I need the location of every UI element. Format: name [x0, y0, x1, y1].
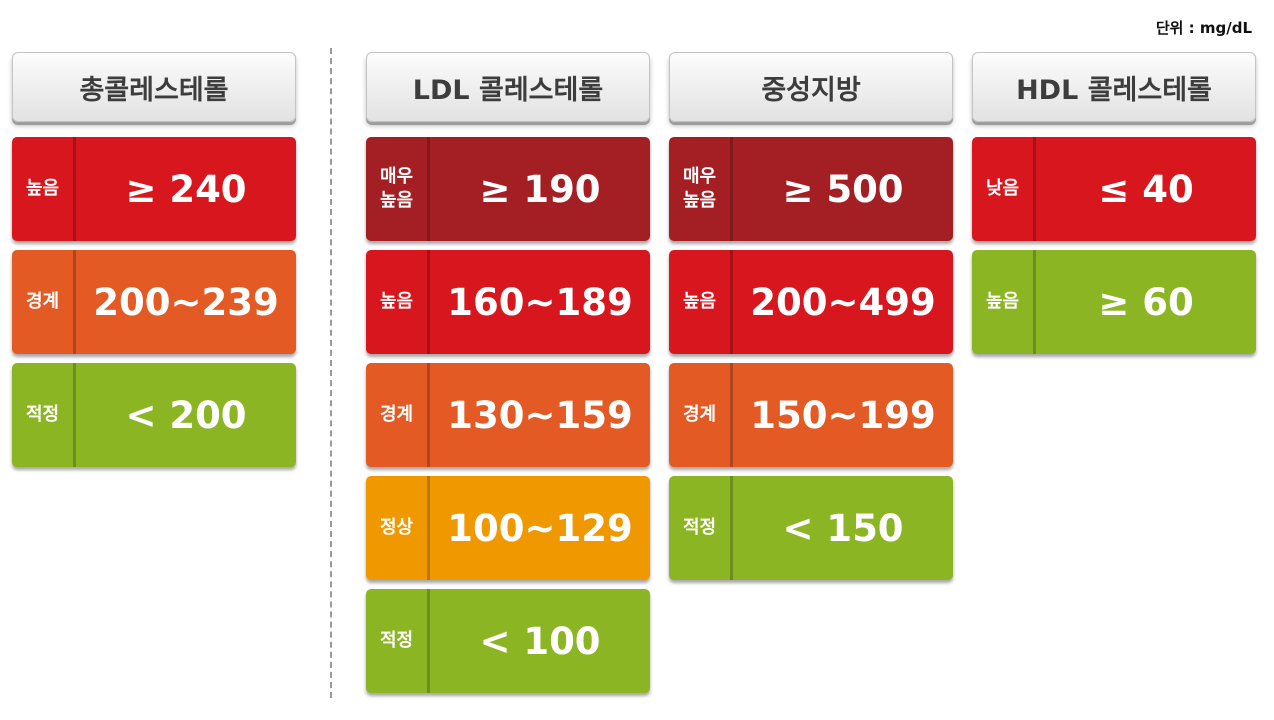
level-row: 높음 160~189 [366, 250, 650, 354]
level-value: < 150 [782, 506, 904, 550]
level-value: 100~129 [447, 506, 633, 550]
level-row: 매우 높음 ≥ 500 [669, 137, 953, 241]
level-label: 적정 [669, 476, 733, 580]
level-row: 적정 < 200 [12, 363, 296, 467]
level-list: 매우 높음 ≥ 500 높음 200~499 경계 150~199 적정 < 150 [669, 137, 953, 580]
level-value: ≥ 60 [1098, 280, 1194, 324]
level-row: 높음 200~499 [669, 250, 953, 354]
level-value: ≥ 500 [782, 167, 904, 211]
level-label: 높음 [12, 137, 76, 241]
level-label: 높음 [972, 250, 1036, 354]
column-header: 총콜레스테롤 [12, 52, 296, 122]
level-list: 매우 높음 ≥ 190 높음 160~189 경계 130~159 정상 100~129 적정 <… [366, 137, 650, 693]
level-list: 높음 ≥ 240 경계 200~239 적정 < 200 [12, 137, 296, 467]
level-row: 매우 높음 ≥ 190 [366, 137, 650, 241]
column-triglycerides: 중성지방 매우 높음 ≥ 500 높음 200~499 경계 150~199 적정 < 150 [669, 52, 953, 589]
column-header: LDL 콜레스테롤 [366, 52, 650, 122]
level-value: < 200 [125, 393, 247, 437]
level-label: 높음 [366, 250, 430, 354]
level-value: ≥ 240 [125, 167, 247, 211]
level-value: ≥ 190 [479, 167, 601, 211]
level-row: 높음 ≥ 240 [12, 137, 296, 241]
level-value: 200~239 [93, 280, 279, 324]
level-label: 낮음 [972, 137, 1036, 241]
column-divider [330, 48, 332, 698]
level-label: 매우 높음 [669, 137, 733, 241]
level-row: 경계 150~199 [669, 363, 953, 467]
level-label: 경계 [366, 363, 430, 467]
level-value: 130~159 [447, 393, 633, 437]
level-label: 경계 [669, 363, 733, 467]
level-row: 적정 < 100 [366, 589, 650, 693]
column-hdl-cholesterol: HDL 콜레스테롤 낮음 ≤ 40 높음 ≥ 60 [972, 52, 1256, 363]
level-label: 정상 [366, 476, 430, 580]
level-value: ≤ 40 [1098, 167, 1194, 211]
level-label: 적정 [12, 363, 76, 467]
level-list: 낮음 ≤ 40 높음 ≥ 60 [972, 137, 1256, 354]
unit-label: 단위 : mg/dL [1155, 19, 1252, 37]
column-ldl-cholesterol: LDL 콜레스테롤 매우 높음 ≥ 190 높음 160~189 경계 130~159 정상… [366, 52, 650, 702]
level-row: 높음 ≥ 60 [972, 250, 1256, 354]
level-row: 정상 100~129 [366, 476, 650, 580]
column-total-cholesterol: 총콜레스테롤 높음 ≥ 240 경계 200~239 적정 < 200 [12, 52, 296, 476]
level-value: 150~199 [750, 393, 936, 437]
level-row: 적정 < 150 [669, 476, 953, 580]
level-value: 200~499 [750, 280, 936, 324]
level-label: 적정 [366, 589, 430, 693]
level-value: 160~189 [447, 280, 633, 324]
column-header: 중성지방 [669, 52, 953, 122]
level-row: 경계 200~239 [12, 250, 296, 354]
level-label: 매우 높음 [366, 137, 430, 241]
level-row: 낮음 ≤ 40 [972, 137, 1256, 241]
column-header: HDL 콜레스테롤 [972, 52, 1256, 122]
level-label: 높음 [669, 250, 733, 354]
level-label: 경계 [12, 250, 76, 354]
level-value: < 100 [479, 619, 601, 663]
level-row: 경계 130~159 [366, 363, 650, 467]
